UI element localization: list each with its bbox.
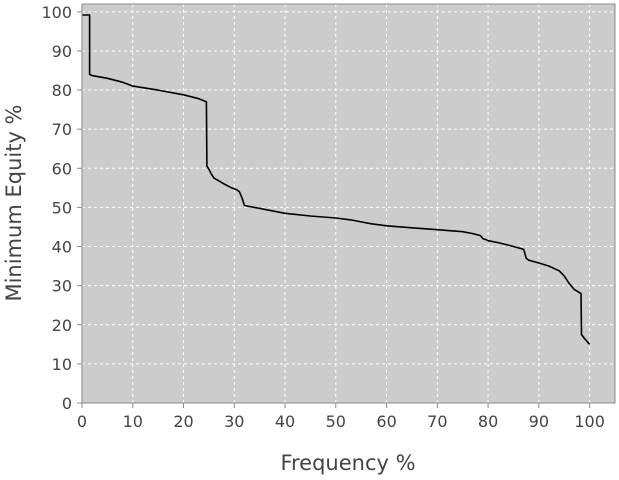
plot-frame [81,3,616,404]
y-tick-label: 40 [52,238,72,257]
x-tick-label: 20 [173,412,193,431]
tick-marks [77,11,591,408]
y-tick-label: 30 [52,277,72,296]
x-tick-labels: 0 10 20 30 40 50 60 70 80 90 100 [77,412,605,431]
series-line [82,14,591,345]
x-tick-label: 10 [123,412,143,431]
x-tick-label: 50 [326,412,346,431]
series-layer [82,14,591,345]
x-tick-label: 70 [427,412,447,431]
y-axis-title: Minimum Equity % [2,104,26,301]
x-tick-label: 100 [574,412,605,431]
y-tick-label: 20 [52,316,72,335]
x-tick-label: 80 [478,412,498,431]
x-tick-label: 90 [529,412,549,431]
x-tick-label: 60 [376,412,396,431]
x-tick-label: 40 [275,412,295,431]
y-tick-label: 70 [52,120,72,139]
x-axis-title: Frequency % [280,451,415,475]
x-tick-label: 0 [77,412,87,431]
y-tick-label: 100 [41,3,72,22]
y-tick-label: 10 [52,355,72,374]
x-tick-label: 30 [224,412,244,431]
y-tick-label: 80 [52,81,72,100]
y-tick-label: 60 [52,159,72,178]
y-tick-label: 50 [52,198,72,217]
y-tick-label: 90 [52,42,72,61]
plot-area [82,4,615,403]
y-tick-labels: 0 10 20 30 40 50 60 70 80 90 100 [41,3,72,413]
y-tick-label: 0 [62,394,72,413]
grid-lines [82,4,615,403]
